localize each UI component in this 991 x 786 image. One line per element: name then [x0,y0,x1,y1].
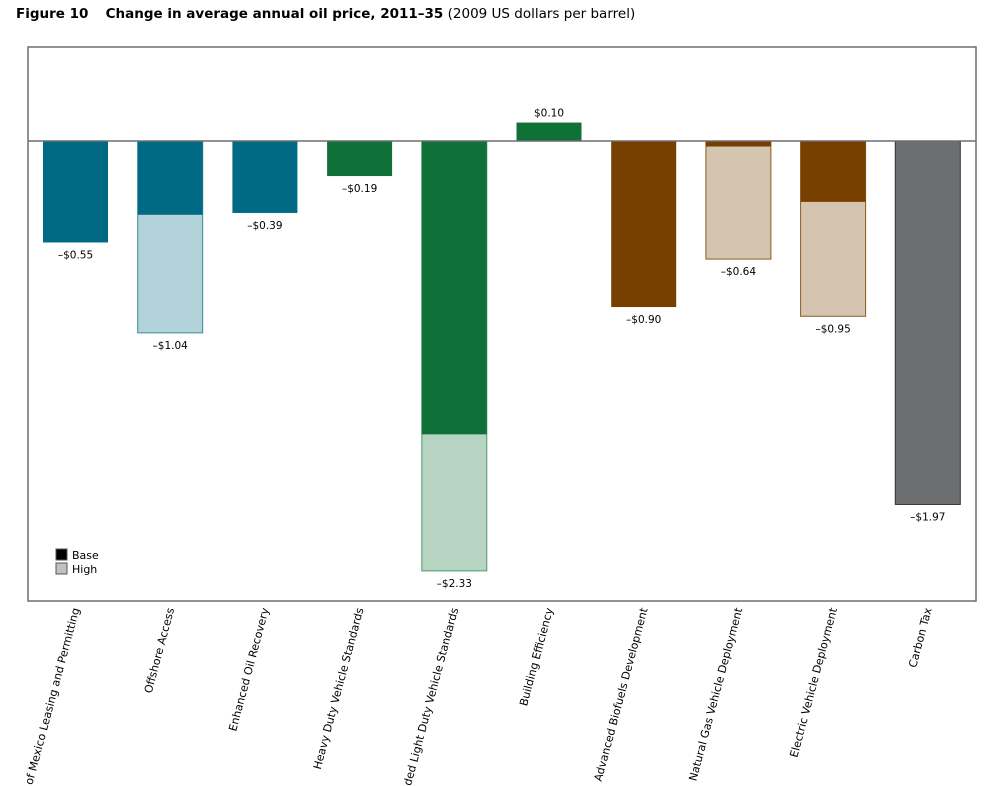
bar-high-7 [705,140,772,260]
category-label: Extended Light Duty Vehicle Standards [393,606,461,786]
legend-label: Base [72,549,99,562]
category-label: Electric Vehicle Deployment [787,606,840,759]
data-label: –$1.97 [910,511,945,523]
bar-base-8 [800,141,866,202]
bar-base-3 [327,141,393,177]
bar-base-0 [43,141,108,243]
category-label: Building Efficiency [517,606,556,707]
data-label: $0.10 [534,108,564,120]
category-label: Offshore Access [142,606,177,695]
bar-base-4 [421,141,487,435]
data-label: –$0.19 [342,183,377,195]
bar-base-2 [232,141,298,213]
data-label: –$2.33 [437,578,472,590]
category-label: Heavy Duty Vehicle Standards [311,606,367,771]
bar-base-6 [611,141,677,308]
category-label: Enhanced Oil Recovery [226,606,272,733]
bar-base-7 [705,141,771,147]
bar-base-9 [894,140,961,505]
data-label: –$0.39 [247,220,282,232]
category-label: Advanced Biofuels Development [592,606,651,783]
category-label: Natural Gas Vehicle Deployment [686,606,745,783]
bar-base-5 [516,122,582,141]
category-label: Gulf of Mexico Leasing and Permitting [16,606,83,786]
category-label: Carbon Tax [906,606,935,669]
legend-label: High [72,563,97,576]
data-label: –$0.64 [721,266,757,278]
data-label: –$0.55 [58,249,93,261]
legend-swatch-base [55,548,68,561]
chart-title: Figure 10 Change in average annual oil p… [16,6,635,22]
data-label: –$0.90 [626,314,661,326]
subtitle-text: (2009 US dollars per barrel) [447,6,636,22]
data-label: –$1.04 [153,340,189,352]
bar-base-1 [137,141,203,215]
figure-label: Figure 10 [16,6,89,22]
title-text: Change in average annual oil price, 2011… [105,6,444,22]
legend-swatch-high [55,562,68,575]
plot-frame [27,46,977,602]
data-label: –$0.95 [815,323,850,335]
